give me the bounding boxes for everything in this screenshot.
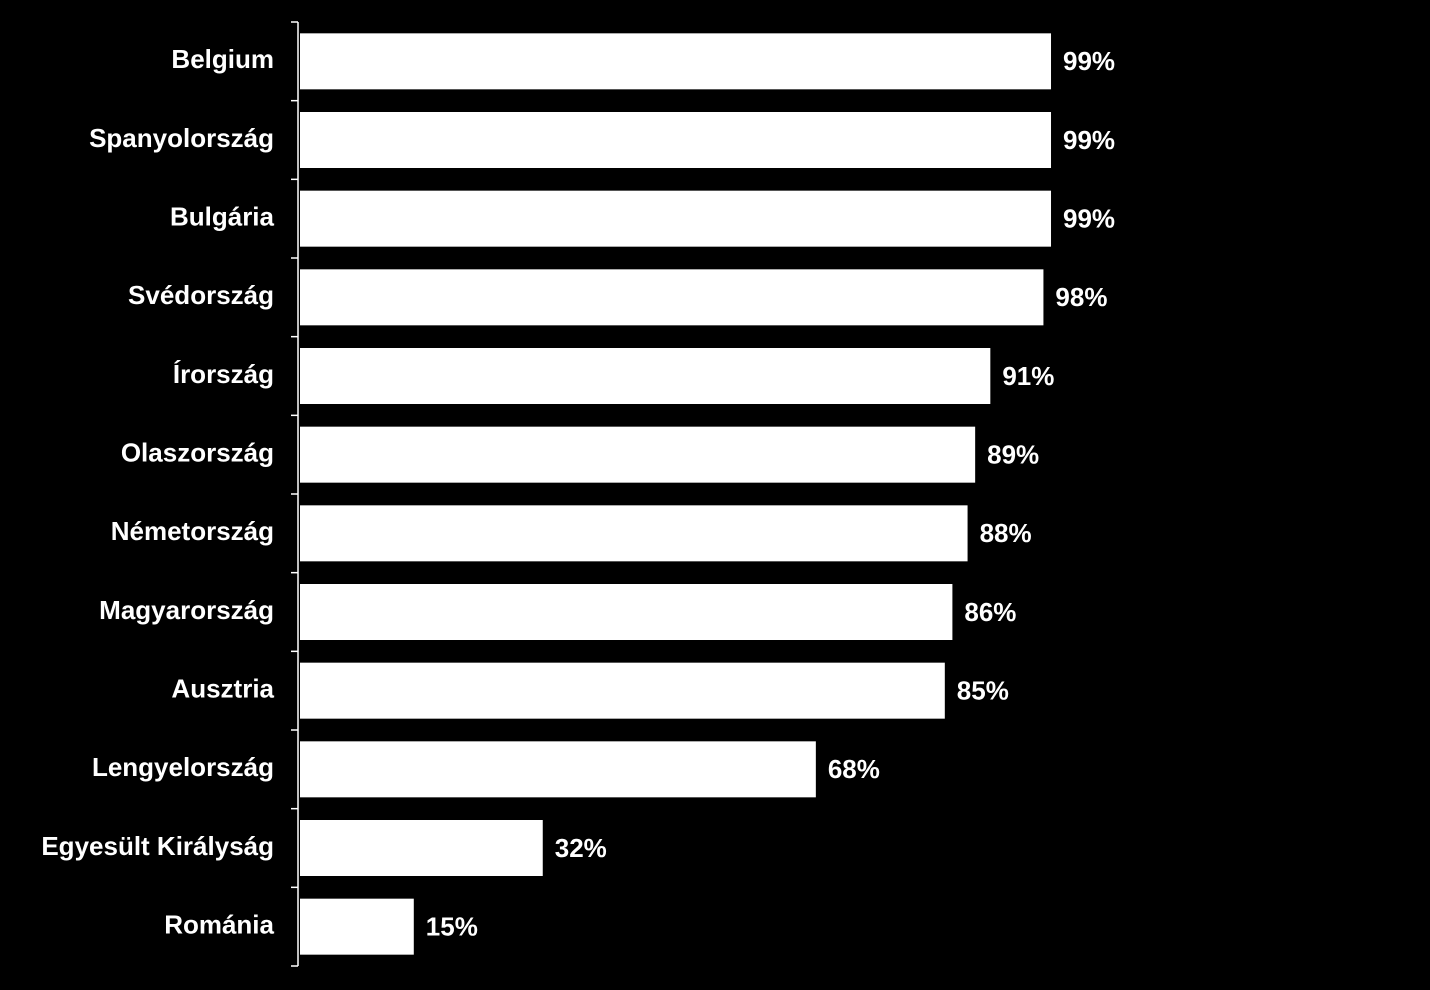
value-label: 68% [828,754,880,784]
value-label: 99% [1063,125,1115,155]
value-label: 98% [1055,282,1107,312]
bar [300,426,976,483]
value-label: 91% [1002,361,1054,391]
value-label: 88% [980,518,1032,548]
category-label: Egyesült Királyság [41,831,274,861]
value-label: 85% [957,676,1009,706]
value-label: 86% [964,597,1016,627]
category-label: Ausztria [171,674,274,704]
bar [300,348,991,404]
bar [300,112,1052,168]
category-label: Magyarország [99,595,274,625]
value-label: 32% [555,833,607,863]
bar [300,33,1052,90]
bar [300,898,414,955]
bar [300,662,945,719]
category-label: Írország [173,359,274,389]
bar [300,820,543,876]
bar [300,741,816,798]
category-label: Románia [164,910,274,940]
category-label: Svédország [128,280,274,310]
bar [300,269,1044,326]
category-label: Belgium [171,44,274,74]
category-label: Lengyelország [92,752,274,782]
value-label: 99% [1063,46,1115,76]
bar [300,505,968,562]
value-label: 89% [987,440,1039,470]
category-label: Olaszország [121,438,274,468]
value-label: 15% [426,912,478,942]
value-label: 99% [1063,204,1115,234]
category-label: Németország [111,516,274,546]
category-label: Spanyolország [89,123,274,153]
bar [300,584,953,640]
bar [300,190,1052,247]
category-label: Bulgária [170,202,275,232]
